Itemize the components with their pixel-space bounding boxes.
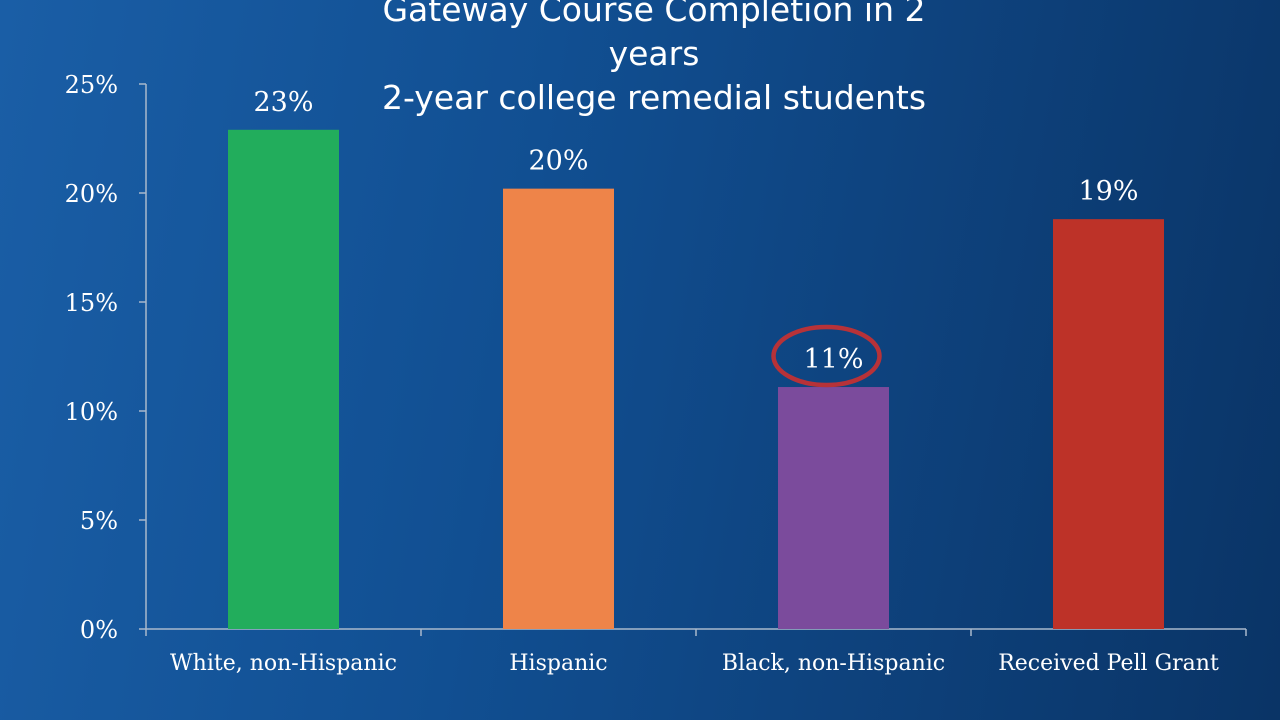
category-label: Hispanic	[509, 651, 607, 676]
category-label: White, non-Hispanic	[170, 651, 397, 676]
chart-title-line-2: years	[608, 34, 700, 73]
chart-title-line-3: 2-year college remedial students	[381, 78, 927, 117]
bar	[228, 129, 339, 629]
y-tick-label: 0%	[80, 616, 118, 644]
data-label: 11%	[803, 344, 863, 375]
data-label: 23%	[253, 87, 313, 118]
category-label: Black, non-Hispanic	[722, 651, 945, 676]
y-tick-label: 10%	[65, 398, 118, 426]
bar	[1053, 219, 1164, 629]
y-tick-label: 5%	[80, 507, 118, 535]
y-tick-label: 15%	[65, 289, 118, 317]
bar	[778, 387, 889, 629]
category-label: Received Pell Grant	[998, 651, 1219, 676]
data-label: 19%	[1078, 176, 1138, 207]
chart-title-line-1: Gateway Course Completion in 2	[382, 0, 926, 29]
y-tick-label: 20%	[65, 180, 118, 208]
highlight-circle	[771, 324, 882, 388]
y-tick-label: 25%	[65, 71, 118, 99]
data-label: 20%	[528, 146, 588, 177]
bar	[503, 188, 614, 629]
